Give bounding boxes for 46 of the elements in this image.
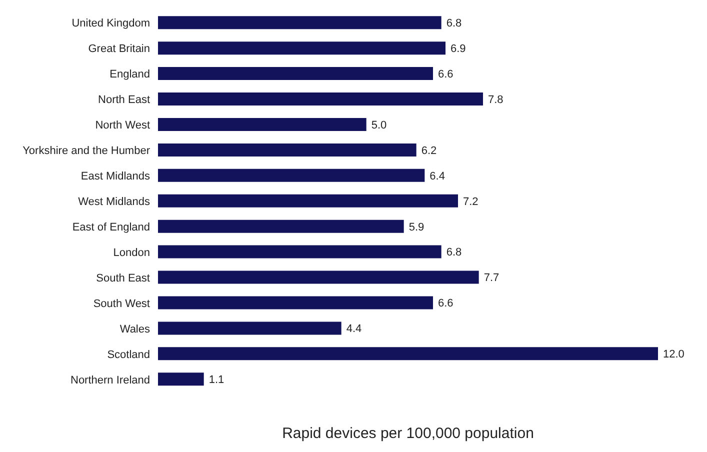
bar (158, 42, 446, 55)
y-tick-label: South East (96, 272, 150, 284)
data-label: 4.4 (346, 323, 362, 336)
y-tick-label: North West (95, 120, 150, 132)
y-tick-label: West Midlands (78, 196, 150, 208)
data-label: 6.6 (438, 68, 454, 80)
bar (158, 16, 442, 30)
bar (158, 67, 433, 80)
y-tick-label: Great Britain (88, 43, 150, 56)
data-label: 6.6 (438, 298, 454, 310)
y-tick-label: East of England (72, 221, 150, 234)
bar (158, 245, 442, 258)
bar (158, 347, 658, 360)
data-label: 6.9 (450, 42, 466, 55)
bar (158, 118, 366, 131)
y-tick-label: North East (98, 94, 150, 106)
data-label: 6.4 (430, 170, 445, 182)
y-tick-label: England (110, 68, 150, 81)
data-label: 7.2 (463, 196, 478, 208)
data-label: 7.8 (488, 94, 504, 106)
y-tick-label: Scotland (107, 348, 150, 361)
x-axis-title: Rapid devices per 100,000 population (282, 425, 534, 442)
bar (158, 92, 483, 106)
bar (158, 270, 479, 284)
data-label: 5.9 (408, 221, 424, 234)
y-tick-label: Yorkshire and the Humber (22, 145, 150, 158)
bar (158, 194, 458, 208)
bar (158, 220, 404, 233)
bar (158, 143, 416, 156)
data-label: 5.0 (371, 119, 387, 132)
y-tick-label: South West (93, 298, 150, 310)
bar (158, 168, 425, 182)
data-label: 6.2 (421, 144, 437, 157)
data-label: 6.8 (446, 246, 462, 259)
y-tick-label: London (113, 246, 150, 259)
data-label: 1.1 (208, 374, 224, 386)
data-label: 6.8 (446, 18, 462, 30)
y-tick-label: Northern Ireland (70, 374, 150, 386)
data-label: 7.7 (484, 272, 500, 284)
data-label: 12.0 (663, 348, 684, 361)
bar (158, 322, 342, 335)
y-tick-label: Wales (120, 323, 150, 336)
y-tick-label: United Kingdom (72, 18, 150, 30)
bar (158, 296, 433, 310)
bar (158, 372, 204, 386)
y-tick-label: East Midlands (80, 170, 150, 183)
